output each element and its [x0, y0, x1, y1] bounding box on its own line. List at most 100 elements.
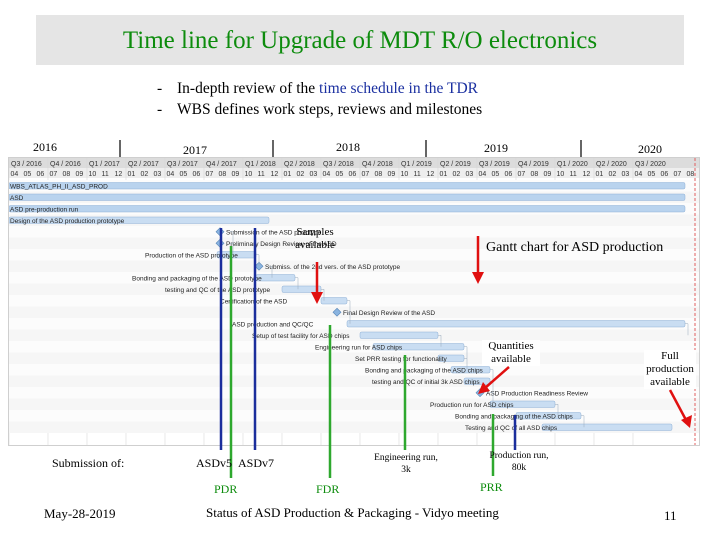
quarter-label: Q2 / 2019: [440, 161, 471, 168]
task-label: Final Design Review of the ASD: [343, 310, 435, 317]
asdv5-label: ASDv5: [196, 456, 233, 470]
quarter-label: Q1 / 2018: [245, 161, 276, 168]
gantt-bar: [9, 193, 686, 201]
month-label: 05: [336, 171, 344, 178]
month-label: 01: [284, 171, 292, 178]
month-label: 11: [258, 171, 265, 178]
task-label: Production run for ASD chips: [430, 402, 514, 409]
month-label: 10: [557, 171, 565, 178]
task-label: testing and QC of the ASD prototype: [165, 287, 271, 294]
year-2019: 2019: [484, 141, 508, 155]
month-label: 05: [180, 171, 188, 178]
task-label: Submission of the ASD prototype: [226, 230, 322, 237]
task-label: Setup of test facility for ASD chips: [252, 333, 350, 340]
month-label: 09: [232, 171, 240, 178]
task-label: ASD Production Readiness Review: [486, 391, 588, 398]
gantt-row: [9, 249, 699, 261]
bullet-2: - WBS defines work steps, reviews and mil…: [157, 101, 482, 119]
samples-label: Samples available: [295, 226, 335, 251]
quarter-label: Q2 / 2017: [128, 161, 159, 168]
gantt-row: [9, 329, 699, 341]
dependency-line: [256, 254, 260, 267]
gantt-row: [9, 375, 699, 387]
month-label: 08: [531, 171, 539, 178]
task-label: Design of the ASD production prototype: [10, 218, 125, 225]
gantt-bar: [320, 297, 348, 305]
quarter-label: Q2 / 2020: [596, 161, 627, 168]
month-label: 07: [518, 171, 526, 178]
bullet-text: In-depth review of the: [177, 80, 320, 97]
task-label: Production of the ASD prototype: [145, 253, 238, 260]
bullet-1: - In-depth review of the time schedule in…: [157, 80, 478, 98]
gantt-caption: Gantt chart for ASD production: [486, 240, 664, 255]
task-label: Engineering run for ASD chips: [315, 345, 403, 352]
gantt-row: [9, 341, 699, 353]
month-label: 04: [167, 171, 175, 178]
task-label: Preliminary Design Review of the ASD: [226, 241, 337, 248]
milestone-icon: [332, 307, 342, 317]
gantt-chart: Q3 / 2016 Q4 / 2016 Q1 / 2017 Q2 / 2017 Q3 /…: [8, 157, 700, 446]
month-label: 12: [583, 171, 591, 178]
fdr-label: FDR: [316, 482, 340, 496]
year-2017: 2017: [183, 143, 207, 157]
quarter-label: Q4 / 2019: [518, 161, 549, 168]
month-label: 12: [271, 171, 279, 178]
dependency-line: [490, 392, 494, 405]
quarter-header: [9, 158, 699, 168]
gantt-row: [9, 214, 699, 226]
month-label: 01: [128, 171, 136, 178]
month-label: 03: [310, 171, 318, 178]
month-label: 05: [492, 171, 500, 178]
asdv7-label: ASDv7: [238, 456, 275, 470]
quarter-label: Q3 / 2018: [323, 161, 354, 168]
quarter-label: Q1 / 2020: [557, 161, 588, 168]
month-label: 11: [414, 171, 421, 178]
gantt-svg: Q3 / 2016 Q4 / 2016 Q1 / 2017 Q2 / 2017 Q3 /…: [9, 158, 699, 445]
dependency-line: [685, 323, 689, 336]
month-label: 06: [505, 171, 513, 178]
month-label: 04: [11, 171, 19, 178]
task-label: Testing and QC of all ASD chips: [465, 425, 558, 432]
month-label: 01: [440, 171, 448, 178]
gantt-bar: [541, 423, 673, 431]
task-label: Certification of the ASD: [220, 299, 288, 306]
bullet-dash: -: [157, 80, 163, 97]
month-label: 10: [401, 171, 409, 178]
dependency-line: [295, 277, 299, 290]
month-label: 03: [622, 171, 630, 178]
month-label: 05: [24, 171, 32, 178]
gantt-row: [9, 398, 699, 410]
quarter-label: Q1 / 2019: [401, 161, 432, 168]
quarter-label: Q4 / 2018: [362, 161, 393, 168]
month-label: 09: [544, 171, 552, 178]
month-label: 06: [349, 171, 357, 178]
task-label: Bonding and packaging of the ASD chips: [455, 414, 574, 421]
footer-date: May-28-2019: [44, 506, 116, 521]
month-label: 11: [570, 171, 577, 178]
quarter-label: Q3 / 2017: [167, 161, 198, 168]
dependency-line: [464, 358, 468, 370]
bullet-highlight: time schedule in the TDR: [319, 80, 479, 97]
dependency-line: [230, 231, 234, 244]
task-label: Set PRR testing for functionality: [355, 356, 448, 363]
quarter-label: Q3 / 2020: [635, 161, 666, 168]
gantt-row: [9, 283, 699, 295]
engineering-run-label: Engineering run, 3k: [374, 453, 438, 475]
gantt-row: [9, 364, 699, 376]
task-label: WBS_ATLAS_PH_II_ASD_PROD: [10, 184, 108, 191]
quarter-label: Q3 / 2019: [479, 161, 510, 168]
year-2020: 2020: [638, 142, 662, 156]
task-label: Bonding and packaging of the ASD prototy…: [132, 276, 262, 283]
gantt-bar: [281, 285, 322, 293]
month-label: 10: [89, 171, 97, 178]
gantt-bar: [359, 331, 439, 339]
month-label: 02: [453, 171, 461, 178]
month-label: 01: [596, 171, 604, 178]
task-label: ASD pre-production run: [10, 207, 79, 214]
footer-title: Status of ASD Production & Packaging - V…: [206, 505, 499, 520]
page-number: 11: [664, 508, 677, 523]
dependency-line: [347, 300, 351, 313]
task-label: ASD production and QC/QC: [232, 322, 314, 329]
month-label: 11: [102, 171, 109, 178]
month-label: 02: [609, 171, 617, 178]
